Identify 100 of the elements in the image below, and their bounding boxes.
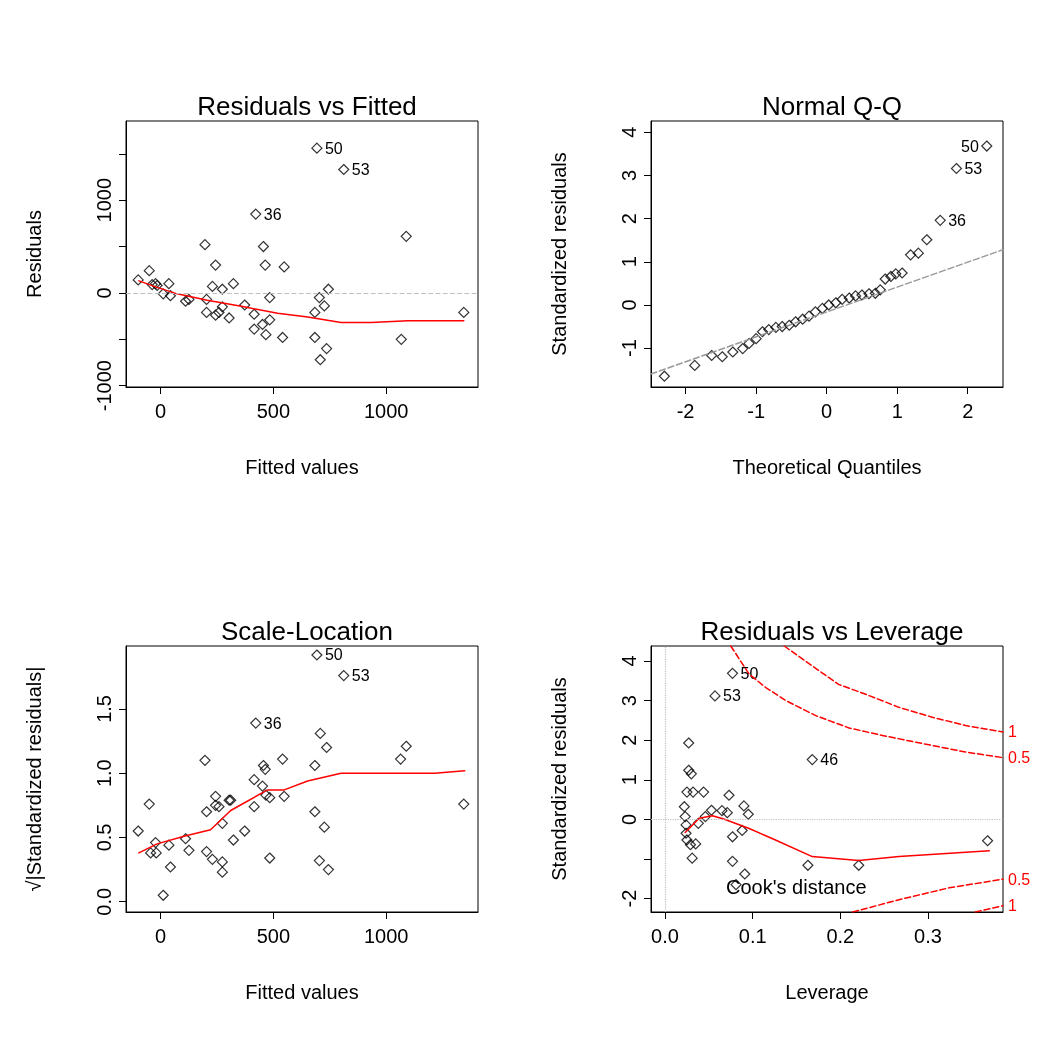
point <box>227 278 240 290</box>
point <box>259 259 271 271</box>
point <box>278 790 290 802</box>
point <box>200 306 213 318</box>
point <box>395 333 407 345</box>
point <box>216 856 228 868</box>
point <box>689 359 701 372</box>
point <box>264 314 276 326</box>
point <box>756 326 769 338</box>
y-tick-label: 1.5 <box>93 695 115 723</box>
annotation: 46 <box>820 751 839 769</box>
point <box>199 239 211 251</box>
point <box>658 370 670 382</box>
point <box>264 852 276 864</box>
point <box>143 265 155 277</box>
point <box>313 855 325 867</box>
point <box>146 278 158 291</box>
point <box>458 798 470 810</box>
point <box>200 846 213 858</box>
y-tick-label: 4 <box>618 126 640 138</box>
annotation: 53 <box>964 160 983 177</box>
point <box>885 270 897 283</box>
chart-title: Normal Q-Q <box>761 91 903 121</box>
annotation: 50 <box>740 664 759 682</box>
point <box>227 834 240 846</box>
y-tick-label: 0.0 <box>93 887 115 916</box>
point <box>318 300 330 312</box>
point <box>934 214 946 226</box>
point <box>721 807 733 819</box>
point <box>750 333 762 345</box>
point <box>836 293 848 305</box>
point <box>395 753 407 765</box>
x-tick-label: 1 <box>891 400 903 422</box>
x-tick-label: 0.3 <box>914 925 942 947</box>
point <box>783 319 795 331</box>
point <box>869 287 881 299</box>
point <box>318 821 330 833</box>
point <box>216 301 228 313</box>
y-axis-title: √|Standardized residuals| <box>23 666 45 892</box>
y-tick-label: -2 <box>618 889 640 908</box>
point <box>776 320 788 333</box>
annotation: 36 <box>263 714 282 732</box>
x-tick-label: -2 <box>676 400 695 422</box>
x-tick-label: 1000 <box>363 400 409 422</box>
point <box>206 280 219 293</box>
x-axis-title: Fitted values <box>245 981 359 1003</box>
point <box>743 337 755 349</box>
x-tick-label: 2 <box>962 400 974 422</box>
y-tick-label: 3 <box>618 169 640 181</box>
point <box>683 737 695 749</box>
point <box>213 801 225 813</box>
point <box>727 346 739 358</box>
annotation: 36 <box>948 211 967 229</box>
y-tick-label: 1000 <box>93 177 115 223</box>
point <box>314 727 326 739</box>
point <box>132 274 144 286</box>
line-series <box>783 645 1004 733</box>
point <box>223 312 235 324</box>
x-tick-label: 0 <box>154 400 167 422</box>
point <box>264 291 276 304</box>
point <box>164 861 177 873</box>
point <box>797 313 809 325</box>
point <box>809 306 821 318</box>
point <box>816 302 829 315</box>
annotation: 50 <box>324 139 343 157</box>
y-tick-label: 1 <box>618 256 640 268</box>
point <box>264 792 276 804</box>
point <box>830 297 842 309</box>
point <box>863 288 875 300</box>
point <box>157 288 169 300</box>
annotation: 53 <box>351 161 370 179</box>
x-axis-title: Leverage <box>785 981 869 1003</box>
point <box>200 293 213 306</box>
x-tick-label: 0.1 <box>738 925 767 947</box>
x-tick-label: 500 <box>256 925 291 947</box>
x-tick-label: -1 <box>747 400 765 422</box>
point <box>259 763 271 775</box>
point <box>770 321 782 334</box>
point <box>697 786 710 798</box>
point <box>912 247 924 259</box>
chart-title: Scale-Location <box>221 616 393 646</box>
point <box>309 759 321 772</box>
point <box>250 208 262 220</box>
point <box>400 230 412 242</box>
point <box>260 329 272 341</box>
point <box>311 142 323 154</box>
point <box>313 291 325 304</box>
point <box>690 838 702 850</box>
x-tick-label: 0 <box>821 400 833 422</box>
y-tick-label: 0 <box>618 813 640 825</box>
y-axis-title: Standardized residuals <box>548 677 570 881</box>
point <box>183 293 195 306</box>
point <box>132 825 144 837</box>
y-tick-label: 0 <box>618 299 640 311</box>
point <box>685 768 697 780</box>
y-tick-label: 1.0 <box>93 759 115 788</box>
point <box>257 759 270 772</box>
point <box>213 306 225 318</box>
x-tick-label: 0.0 <box>651 925 679 947</box>
point <box>738 800 750 812</box>
